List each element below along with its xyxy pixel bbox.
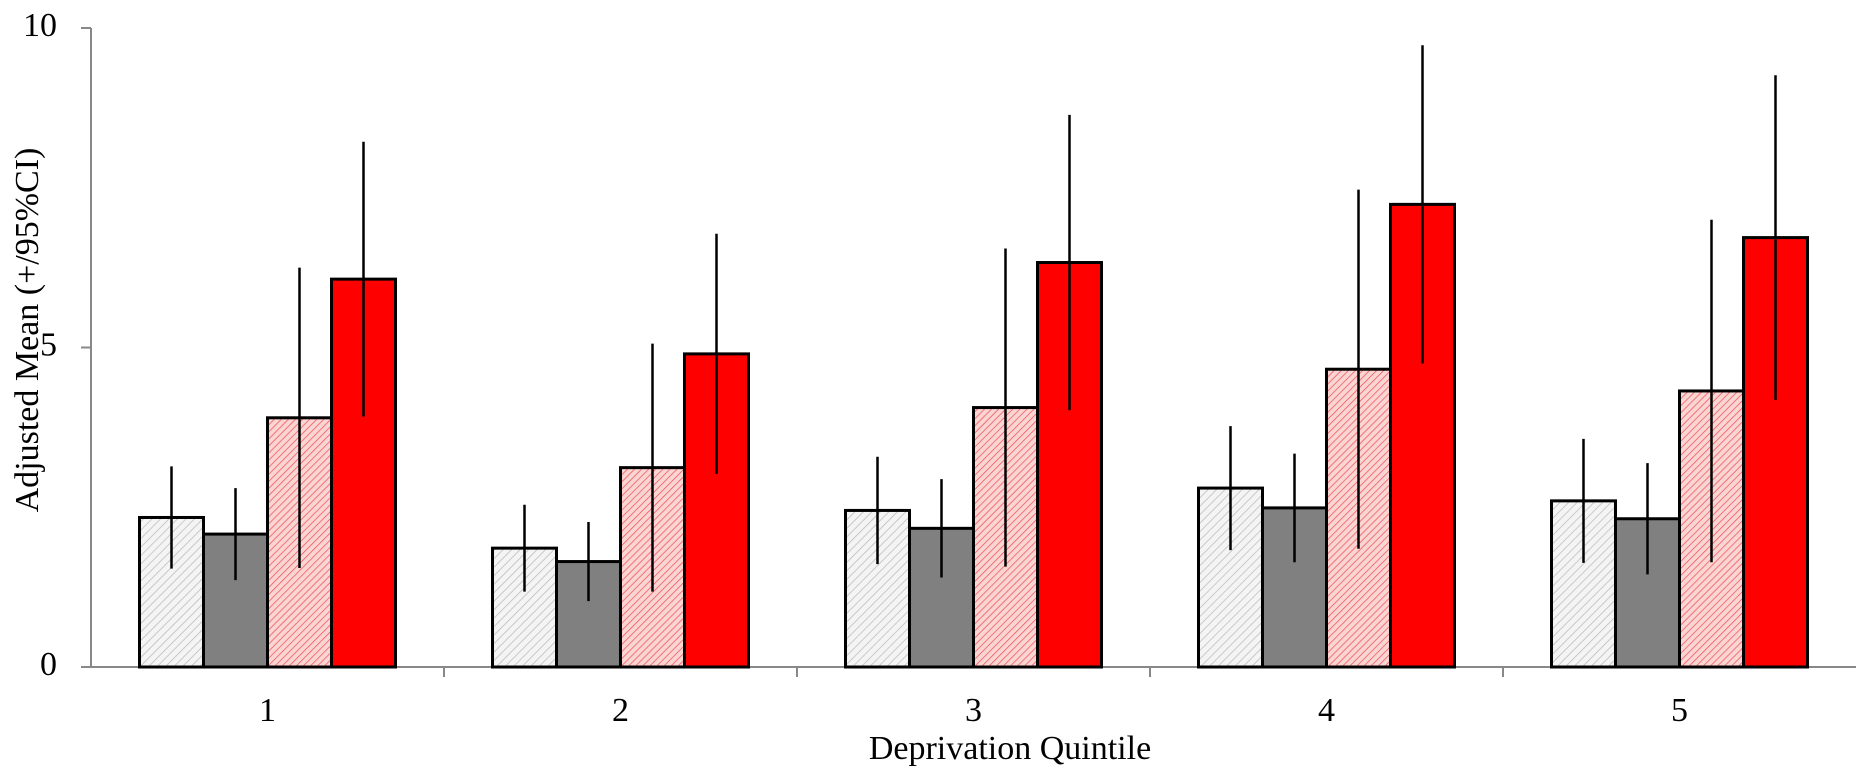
x-axis-title: Deprivation Quintile bbox=[869, 730, 1151, 767]
x-tick-label: 3 bbox=[965, 692, 982, 729]
x-tick-label: 4 bbox=[1318, 692, 1335, 729]
y-tick-label: 0 bbox=[40, 646, 57, 683]
x-tick-label: 5 bbox=[1671, 692, 1688, 729]
y-tick-label: 10 bbox=[23, 7, 57, 44]
x-tick-label: 1 bbox=[259, 692, 276, 729]
chart: Deprivation Quintile Adjusted Mean (+/95… bbox=[0, 0, 1856, 771]
y-tick-label: 5 bbox=[40, 326, 57, 363]
x-tick-label: 2 bbox=[612, 692, 629, 729]
